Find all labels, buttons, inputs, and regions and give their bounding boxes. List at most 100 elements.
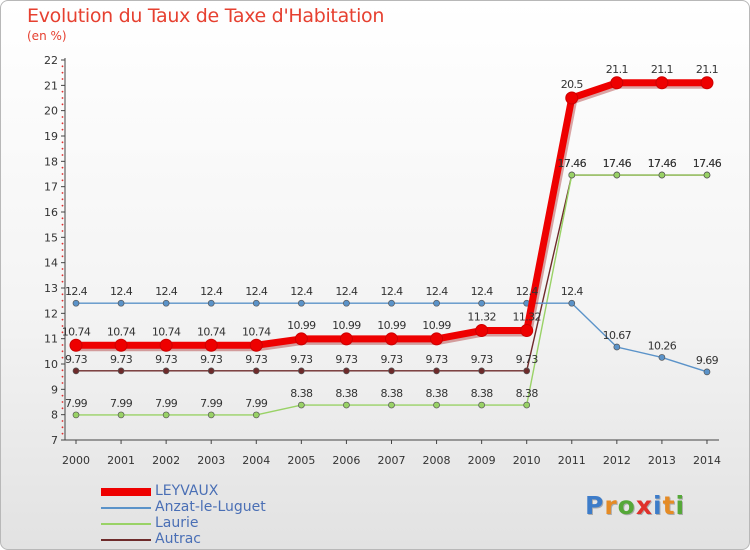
data-point bbox=[162, 367, 170, 375]
data-point bbox=[69, 338, 83, 352]
data-point bbox=[343, 367, 350, 375]
logo-letter: r bbox=[604, 491, 618, 520]
data-point bbox=[523, 401, 531, 409]
x-tick-label: 2006 bbox=[332, 454, 360, 467]
data-point bbox=[72, 299, 80, 307]
data-label: 10.99 bbox=[332, 319, 361, 332]
x-tick-label: 2000 bbox=[62, 454, 90, 467]
data-point bbox=[613, 343, 621, 351]
y-tick-label: 22 bbox=[44, 54, 58, 67]
data-point bbox=[294, 332, 308, 346]
data-point bbox=[658, 354, 666, 361]
y-tick-label: 18 bbox=[44, 155, 58, 168]
data-label: 12.4 bbox=[110, 285, 133, 298]
x-tick-label: 2008 bbox=[423, 454, 451, 467]
data-label: 10.99 bbox=[287, 319, 316, 332]
y-minor-tick bbox=[61, 350, 64, 353]
data-label: 7.99 bbox=[245, 397, 268, 410]
y-minor-tick bbox=[61, 154, 64, 156]
legend-label: Anzat-le-Luguet bbox=[155, 499, 266, 515]
data-point bbox=[252, 411, 260, 419]
logo-letter: P bbox=[585, 491, 605, 520]
data-label: 8.38 bbox=[290, 387, 313, 400]
y-minor-tick bbox=[61, 204, 64, 207]
legend-swatch bbox=[101, 507, 151, 509]
y-tick-label: 14 bbox=[44, 257, 58, 270]
y-tick-label: 10 bbox=[44, 358, 58, 371]
legend-swatch bbox=[101, 523, 151, 525]
data-label: 10.74 bbox=[197, 325, 226, 338]
data-point bbox=[162, 299, 170, 307]
data-point bbox=[252, 367, 260, 375]
y-minor-tick bbox=[61, 268, 64, 270]
y-minor-tick bbox=[61, 122, 64, 125]
data-label: 10.74 bbox=[62, 325, 91, 338]
data-label: 12.4 bbox=[155, 285, 178, 298]
y-tick-label: 12 bbox=[44, 307, 58, 320]
logo-letter: o bbox=[617, 491, 636, 520]
data-label: 8.38 bbox=[426, 387, 449, 400]
data-point bbox=[249, 338, 263, 352]
x-tick-label: 2002 bbox=[152, 454, 180, 467]
y-minor-tick bbox=[61, 306, 64, 308]
y-minor-tick bbox=[61, 71, 64, 74]
x-tick-label: 2001 bbox=[107, 454, 135, 467]
data-label: 8.38 bbox=[380, 387, 403, 400]
legend-swatch bbox=[101, 539, 151, 541]
legend-swatch bbox=[101, 488, 151, 496]
data-label: 12.4 bbox=[516, 285, 539, 298]
data-point bbox=[204, 338, 218, 352]
y-minor-tick bbox=[61, 369, 64, 372]
y-minor-tick bbox=[61, 382, 64, 384]
y-minor-tick bbox=[61, 325, 64, 327]
data-point bbox=[207, 367, 215, 375]
x-tick-label: 2014 bbox=[693, 454, 721, 467]
data-label: 9.69 bbox=[696, 354, 719, 367]
data-label: 8.38 bbox=[335, 387, 358, 400]
x-tick-label: 2011 bbox=[558, 454, 586, 467]
data-point bbox=[568, 299, 576, 307]
data-label: 9.73 bbox=[426, 353, 449, 366]
data-label: 9.73 bbox=[245, 353, 268, 366]
data-label: 21.1 bbox=[606, 63, 628, 76]
data-label: 12.4 bbox=[200, 285, 223, 298]
data-point bbox=[207, 411, 215, 419]
data-label: 10.26 bbox=[648, 339, 677, 352]
y-minor-tick bbox=[61, 318, 64, 321]
y-minor-tick bbox=[61, 331, 64, 334]
data-label: 20.5 bbox=[561, 78, 584, 91]
y-tick-label: 15 bbox=[44, 231, 58, 244]
logo-letter: x bbox=[635, 491, 653, 520]
data-point bbox=[655, 76, 669, 90]
data-label: 9.73 bbox=[155, 353, 178, 366]
data-label: 11.32 bbox=[467, 311, 496, 324]
data-point bbox=[703, 368, 711, 376]
data-point bbox=[430, 332, 444, 346]
data-label: 21.1 bbox=[696, 63, 718, 76]
y-minor-tick bbox=[61, 432, 64, 435]
data-point bbox=[339, 332, 353, 346]
y-minor-tick bbox=[61, 128, 64, 131]
chart-subtitle: (en %) bbox=[27, 29, 67, 43]
proxiti-logo: Proxiti bbox=[585, 491, 685, 520]
data-label: 9.73 bbox=[380, 353, 403, 366]
data-point bbox=[658, 171, 666, 179]
data-label: 9.73 bbox=[290, 353, 313, 366]
data-point bbox=[610, 76, 624, 90]
y-minor-tick bbox=[61, 147, 64, 150]
data-label: 17.46 bbox=[693, 157, 722, 170]
data-point bbox=[117, 299, 125, 307]
data-point bbox=[703, 171, 711, 179]
y-minor-tick bbox=[61, 426, 64, 429]
y-minor-tick bbox=[61, 116, 64, 118]
y-minor-tick bbox=[61, 375, 64, 378]
data-label: 17.46 bbox=[558, 157, 587, 170]
y-tick-label: 20 bbox=[44, 105, 58, 118]
data-label: 7.99 bbox=[155, 397, 178, 410]
y-minor-tick bbox=[61, 173, 64, 175]
x-tick-label: 2007 bbox=[377, 454, 405, 467]
y-minor-tick bbox=[61, 166, 64, 169]
data-label: 21.1 bbox=[651, 63, 673, 76]
data-label: 9.73 bbox=[110, 353, 133, 366]
